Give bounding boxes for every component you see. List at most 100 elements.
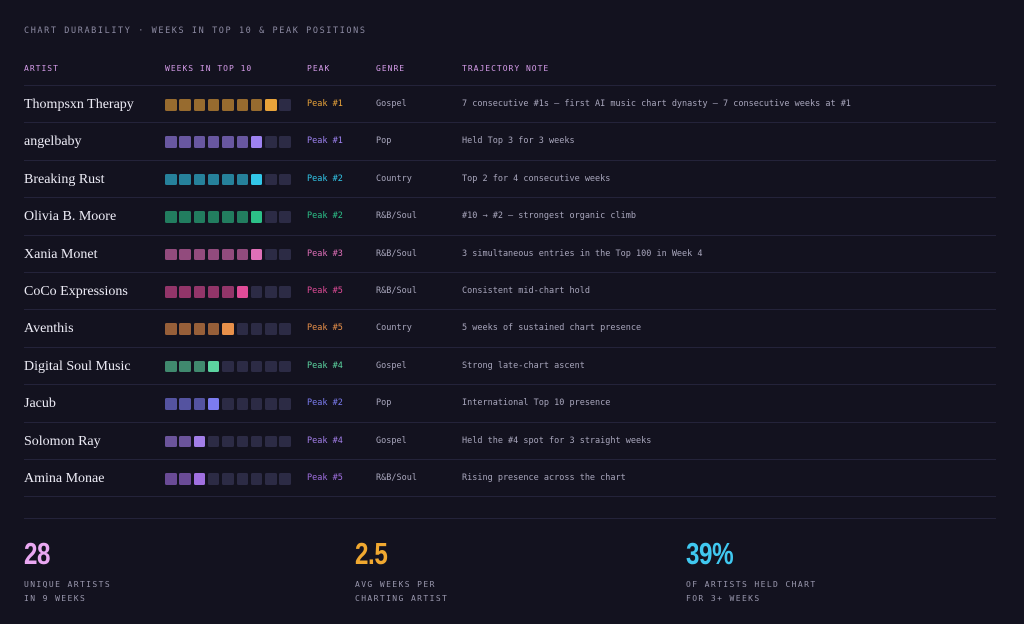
genre: Pop <box>376 398 392 409</box>
peak: Peak #1 <box>307 99 343 109</box>
stat-label-line: CHARTING ARTIST <box>355 593 449 603</box>
empty-week <box>250 398 263 410</box>
genre: Gospel <box>376 99 407 109</box>
peak: Peak #4 <box>307 360 343 371</box>
stat: 2.5 AVG WEEKS PER CHARTING ARTIST <box>355 536 448 605</box>
column-header: GENRE <box>376 64 406 73</box>
empty-week <box>222 473 234 485</box>
week-square <box>179 473 191 485</box>
week-square <box>193 211 206 223</box>
trajectory-note: Held Top 3 for 3 weeks <box>462 136 575 147</box>
empty-week <box>279 360 291 373</box>
divider <box>24 518 996 519</box>
stat-label: AVG WEEKS PER CHARTING ARTIST <box>355 578 448 605</box>
empty-week <box>265 360 277 373</box>
empty-week <box>279 286 291 298</box>
table-row: Breaking Rust Peak #2 Country Top 2 for 4 c… <box>24 159 996 198</box>
week-square <box>193 398 206 410</box>
week-square <box>193 173 206 186</box>
week-square <box>250 173 263 186</box>
week-square <box>222 323 234 335</box>
page-title: CHART DURABILITY · WEEKS IN TOP 10 & PEA… <box>24 26 367 36</box>
week-square <box>236 248 248 261</box>
week-square <box>179 323 191 335</box>
stat-label: UNIQUE ARTISTS IN 9 WEEKS <box>24 578 111 605</box>
peak: Peak #1 <box>307 136 343 147</box>
table-row: Olivia B. Moore Peak #2 R&B/Soul #10 → #2 —… <box>24 197 996 235</box>
week-square <box>207 99 220 111</box>
artist-name: Jacub <box>24 396 56 412</box>
genre: Pop <box>376 136 392 147</box>
trajectory-note: International Top 10 presence <box>462 398 611 409</box>
week-square <box>207 398 220 410</box>
peak: Peak #3 <box>307 248 343 259</box>
empty-week <box>279 173 291 186</box>
peak: Peak #5 <box>307 286 343 296</box>
empty-week <box>279 398 291 410</box>
trajectory-note: Held the #4 spot for 3 straight weeks <box>462 435 652 446</box>
week-square <box>236 136 248 148</box>
empty-week <box>222 360 234 373</box>
stat-label-line: IN 9 WEEKS <box>24 593 87 603</box>
column-header: TRAJECTORY NOTE <box>462 64 550 73</box>
week-square <box>165 286 177 298</box>
week-square <box>250 136 263 148</box>
trajectory-note: Top 2 for 4 consecutive weeks <box>462 173 611 184</box>
empty-week <box>265 173 277 186</box>
week-square <box>222 211 234 223</box>
week-square <box>179 286 191 298</box>
genre: R&B/Soul <box>376 248 417 259</box>
trajectory-note: #10 → #2 — strongest organic climb <box>462 211 636 222</box>
week-square <box>207 211 220 223</box>
genre: R&B/Soul <box>376 211 417 222</box>
empty-week <box>236 360 248 373</box>
week-square <box>165 360 177 373</box>
table-row: Jacub Peak #2 Pop International Top 10 pres… <box>24 384 996 422</box>
empty-week <box>222 435 234 448</box>
week-square <box>165 136 177 148</box>
peak: Peak #5 <box>307 323 343 334</box>
table-row: Amina Monae Peak #5 R&B/Soul Rising presenc… <box>24 459 996 497</box>
artist-name: Solomon Ray <box>24 433 101 449</box>
stat-label-line: OF ARTISTS HELD CHART <box>686 580 817 589</box>
genre: Country <box>376 173 412 184</box>
peak: Peak #2 <box>307 398 343 409</box>
week-square <box>236 173 248 186</box>
genre: Country <box>376 323 412 334</box>
empty-week <box>236 398 248 410</box>
table-row: Xania Monet Peak #3 R&B/Soul 3 simultaneous… <box>24 234 996 273</box>
week-square <box>193 435 206 448</box>
empty-week <box>222 398 234 410</box>
week-square <box>179 136 191 148</box>
stat-value: 28 <box>24 536 51 571</box>
empty-week <box>265 323 277 335</box>
week-square <box>222 99 234 111</box>
empty-week <box>279 323 291 335</box>
empty-week <box>207 473 220 485</box>
week-square <box>236 211 248 223</box>
genre: R&B/Soul <box>376 286 417 296</box>
artist-name: CoCo Expressions <box>24 284 128 299</box>
week-square <box>236 286 248 298</box>
empty-week <box>265 473 277 485</box>
week-square <box>165 435 177 448</box>
week-square <box>193 323 206 335</box>
week-square <box>179 398 191 410</box>
empty-week <box>265 435 277 448</box>
week-square <box>222 286 234 298</box>
week-square <box>236 99 248 111</box>
week-square <box>265 99 277 111</box>
genre: Gospel <box>376 435 407 446</box>
empty-week <box>236 323 248 335</box>
week-square <box>165 173 177 186</box>
week-square <box>165 99 177 111</box>
week-square <box>222 136 234 148</box>
table-row: Thompsxn Therapy Peak #1 Gospel 7 consecuti… <box>24 85 996 123</box>
peak: Peak #2 <box>307 173 343 184</box>
trajectory-note: Consistent mid-chart hold <box>462 286 590 296</box>
divider <box>24 496 996 498</box>
week-square <box>250 99 263 111</box>
artist-name: angelbaby <box>24 134 82 150</box>
column-header: PEAK <box>307 64 331 73</box>
